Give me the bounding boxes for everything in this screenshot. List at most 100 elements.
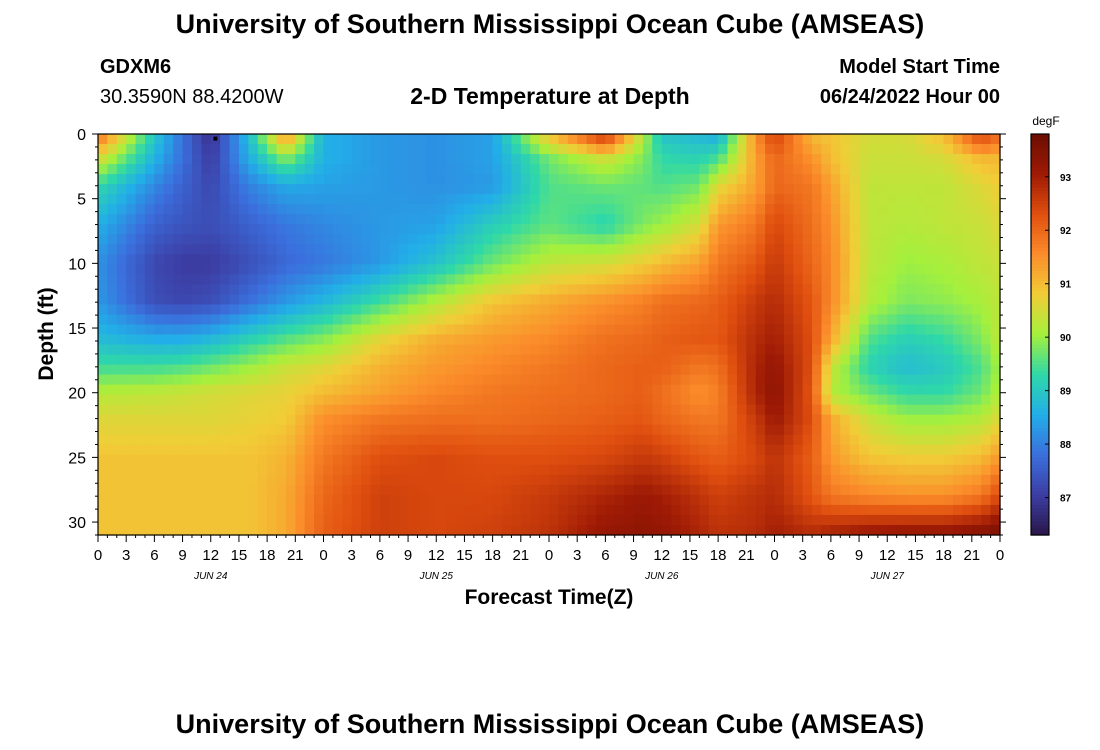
heatmap-cell bbox=[342, 324, 353, 336]
heatmap-cell bbox=[595, 454, 606, 466]
heatmap-cell bbox=[295, 244, 306, 255]
heatmap-cell bbox=[981, 234, 992, 245]
heatmap-cell bbox=[793, 494, 804, 506]
heatmap-cell bbox=[868, 224, 879, 235]
heatmap-cell bbox=[267, 224, 278, 235]
heatmap-cell bbox=[135, 324, 146, 336]
heatmap-cell bbox=[220, 424, 231, 436]
heatmap-cell bbox=[182, 194, 193, 205]
heatmap-cell bbox=[126, 244, 137, 255]
heatmap-cell bbox=[492, 324, 503, 336]
heatmap-cell bbox=[812, 454, 823, 466]
heatmap-cell bbox=[483, 474, 494, 486]
heatmap-cell bbox=[445, 474, 456, 486]
heatmap-cell bbox=[285, 494, 296, 506]
heatmap-cell bbox=[661, 154, 672, 165]
heatmap-cell bbox=[943, 314, 954, 326]
heatmap-cell bbox=[793, 474, 804, 486]
heatmap-cell bbox=[304, 474, 315, 486]
heatmap-cell bbox=[98, 204, 108, 215]
heatmap-cell bbox=[736, 524, 747, 536]
colorbar-segment bbox=[1031, 314, 1049, 319]
heatmap-cell bbox=[718, 384, 729, 396]
colorbar-segment bbox=[1031, 474, 1049, 479]
heatmap-cell bbox=[135, 494, 146, 506]
heatmap-cell bbox=[267, 214, 278, 225]
heatmap-cell bbox=[812, 214, 823, 225]
heatmap-cell bbox=[398, 324, 409, 336]
heatmap-cell bbox=[285, 204, 296, 215]
x-tick-label: 21 bbox=[963, 547, 980, 564]
heatmap-cell bbox=[135, 164, 146, 175]
heatmap-cell bbox=[455, 524, 466, 536]
heatmap-cell bbox=[98, 194, 108, 205]
heatmap-cell bbox=[238, 444, 249, 456]
heatmap-cell bbox=[173, 444, 184, 456]
heatmap-cell bbox=[614, 524, 625, 536]
heatmap-cell bbox=[971, 414, 982, 426]
heatmap-cell bbox=[408, 454, 419, 466]
heatmap-cell bbox=[887, 184, 898, 195]
heatmap-cell bbox=[492, 274, 503, 285]
heatmap-cell bbox=[398, 244, 409, 255]
heatmap-cell bbox=[765, 244, 776, 255]
x-tick-label: 15 bbox=[907, 547, 924, 564]
heatmap-cell bbox=[915, 334, 926, 346]
heatmap-cell bbox=[642, 214, 653, 225]
heatmap-cell bbox=[934, 254, 945, 265]
heatmap-cell bbox=[154, 334, 165, 346]
heatmap-cell bbox=[191, 304, 202, 316]
heatmap-cell bbox=[342, 374, 353, 386]
heatmap-cell bbox=[539, 224, 550, 235]
heatmap-cell bbox=[783, 274, 794, 285]
heatmap-cell bbox=[220, 414, 231, 426]
heatmap-cell bbox=[520, 474, 531, 486]
heatmap-cell bbox=[191, 274, 202, 285]
heatmap-cell bbox=[671, 184, 682, 195]
heatmap-cell bbox=[605, 464, 616, 476]
heatmap-cell bbox=[868, 184, 879, 195]
heatmap-cell bbox=[840, 254, 851, 265]
heatmap-cell bbox=[182, 404, 193, 416]
heatmap-cell bbox=[426, 384, 437, 396]
heatmap-cell bbox=[483, 324, 494, 336]
heatmap-cell bbox=[981, 134, 992, 145]
heatmap-cell bbox=[990, 174, 1001, 185]
heatmap-cell bbox=[708, 364, 719, 376]
heatmap-cell bbox=[210, 424, 221, 436]
heatmap-cell bbox=[718, 394, 729, 406]
heatmap-cell bbox=[370, 274, 381, 285]
heatmap-cell bbox=[877, 404, 888, 416]
heatmap-cell bbox=[595, 154, 606, 165]
heatmap-cell bbox=[718, 434, 729, 446]
heatmap-cell bbox=[595, 324, 606, 336]
heatmap-cell bbox=[267, 334, 278, 346]
heatmap-cell bbox=[483, 434, 494, 446]
heatmap-cell bbox=[549, 514, 559, 526]
heatmap-cell bbox=[595, 314, 606, 326]
heatmap-cell bbox=[464, 354, 475, 366]
heatmap-cell bbox=[502, 424, 513, 436]
heatmap-cell bbox=[633, 504, 644, 516]
heatmap-cell bbox=[558, 494, 569, 506]
heatmap-cell bbox=[943, 254, 954, 265]
heatmap-cell bbox=[943, 184, 954, 195]
heatmap-cell bbox=[436, 134, 447, 145]
heatmap-cell bbox=[370, 174, 381, 185]
heatmap-cell bbox=[473, 144, 484, 155]
heatmap-cell bbox=[116, 174, 127, 185]
heatmap-cell bbox=[314, 214, 325, 225]
heatmap-cell bbox=[455, 234, 466, 245]
heatmap-cell bbox=[248, 364, 259, 376]
heatmap-cell bbox=[398, 434, 409, 446]
heatmap-cell bbox=[943, 464, 954, 476]
heatmap-cell bbox=[530, 224, 541, 235]
heatmap-cell bbox=[981, 204, 992, 215]
heatmap-cell bbox=[445, 164, 456, 175]
heatmap-cell bbox=[210, 224, 221, 235]
heatmap-cell bbox=[201, 204, 212, 215]
heatmap-cell bbox=[549, 484, 559, 496]
colorbar-segment bbox=[1031, 301, 1049, 306]
heatmap-cell bbox=[314, 464, 325, 476]
heatmap-cell bbox=[614, 264, 625, 275]
